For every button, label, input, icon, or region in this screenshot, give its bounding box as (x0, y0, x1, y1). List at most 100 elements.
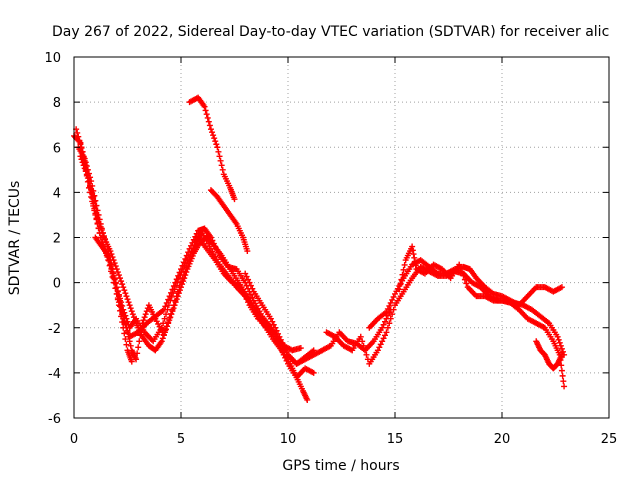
data-point (555, 336, 562, 343)
data-point (81, 155, 88, 162)
data-point (269, 318, 276, 325)
data-point (244, 248, 251, 255)
data-point (460, 272, 467, 279)
data-point (243, 273, 250, 280)
data-point (242, 293, 249, 300)
data-point (173, 282, 180, 289)
data-point (214, 144, 221, 151)
data-point (456, 261, 463, 268)
data-point (216, 153, 223, 160)
data-point (79, 159, 86, 166)
data-point (168, 310, 175, 317)
data-point (558, 345, 565, 352)
chart-title: Day 267 of 2022, Sidereal Day-to-day VTE… (52, 24, 609, 40)
data-point (399, 271, 406, 278)
data-point (409, 243, 416, 250)
data-point (382, 318, 389, 325)
data-point (134, 350, 141, 357)
data-point (175, 288, 182, 295)
data-point (83, 171, 90, 178)
data-point (183, 264, 190, 271)
data-point (121, 287, 128, 294)
series-track-k (396, 243, 568, 390)
data-point (310, 369, 317, 376)
y-tick-label: -4 (48, 367, 61, 382)
data-point (170, 302, 177, 309)
data-point (267, 315, 274, 322)
data-point (93, 207, 100, 214)
data-point (218, 162, 225, 169)
data-point (245, 276, 252, 283)
y-tick-label: 2 (53, 232, 61, 247)
data-point (113, 284, 120, 291)
data-point (182, 268, 189, 275)
data-point (247, 291, 254, 298)
data-point (173, 293, 180, 300)
data-point (383, 329, 390, 336)
data-point (386, 302, 393, 309)
x-tick-label: 5 (177, 432, 185, 447)
data-point (82, 168, 89, 175)
data-point (304, 396, 311, 403)
data-point (80, 162, 87, 169)
data-point (98, 226, 105, 233)
data-point (175, 275, 182, 282)
data-point (389, 311, 396, 318)
x-tick-label: 20 (494, 432, 511, 447)
data-point (397, 281, 404, 288)
data-point (138, 326, 145, 333)
data-point (103, 239, 110, 246)
data-point (192, 242, 199, 249)
data-point (119, 319, 126, 326)
data-point (559, 372, 566, 379)
data-point (272, 324, 279, 331)
data-point (279, 339, 286, 346)
data-point (95, 216, 102, 223)
data-point (140, 317, 147, 324)
y-tick-labels: -6 -4 -2 0 2 4 6 8 10 (44, 51, 61, 427)
data-point (119, 281, 126, 288)
data-point (174, 278, 181, 285)
data-point (87, 182, 94, 189)
data-point (379, 338, 386, 345)
data-point (172, 297, 179, 304)
data-point (554, 333, 561, 340)
data-point (75, 133, 82, 140)
data-point (249, 294, 256, 301)
data-point (94, 211, 101, 218)
data-point (213, 141, 220, 148)
data-point (127, 305, 134, 312)
data-point (207, 126, 214, 133)
data-point (206, 122, 213, 129)
y-tick-label: 4 (53, 186, 61, 201)
data-point (142, 311, 149, 318)
data-point (389, 296, 396, 303)
data-point (410, 251, 417, 258)
data-point (390, 293, 397, 300)
data-point (96, 220, 103, 227)
data-point (204, 114, 211, 121)
data-point (122, 320, 129, 327)
data-point (561, 383, 568, 390)
data-point (383, 308, 390, 315)
data-point (170, 290, 177, 297)
data-point (411, 254, 418, 261)
data-point (123, 341, 130, 348)
data-point (245, 299, 252, 306)
data-point (186, 257, 193, 264)
data-point (91, 198, 98, 205)
data-point (559, 348, 566, 355)
data-point (109, 254, 116, 261)
data-point (387, 315, 394, 322)
data-point (243, 296, 250, 303)
data-point (122, 290, 129, 297)
data-point (105, 252, 112, 259)
data-point (111, 260, 118, 267)
series-track-f (186, 94, 238, 203)
data-point (139, 320, 146, 327)
data-point (143, 308, 150, 315)
data-point (212, 138, 219, 145)
data-point (168, 293, 175, 300)
data-point (77, 153, 84, 160)
x-tick-label: 15 (387, 432, 404, 447)
